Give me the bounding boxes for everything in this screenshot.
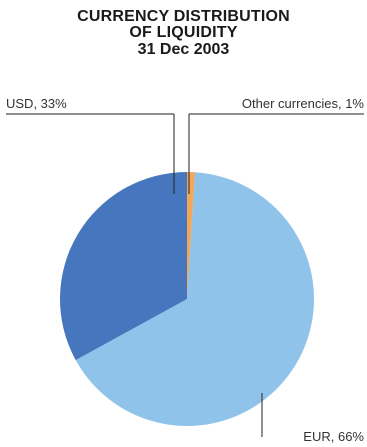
pie-slice-usd (60, 172, 187, 361)
pie-slices (60, 172, 315, 426)
chart-title-block: CURRENCY DISTRIBUTION OF LIQUIDITY 31 De… (0, 8, 367, 59)
chart-title-line-1: CURRENCY DISTRIBUTION (77, 8, 290, 25)
usd-label: USD, 33% (6, 96, 67, 111)
chart-title-line-2: OF LIQUIDITY (129, 24, 238, 41)
other-currencies-label: Other currencies, 1% (242, 96, 365, 111)
eur-label: EUR, 66% (303, 429, 364, 444)
pie-slice-eur (75, 172, 315, 426)
chart-subtitle: 31 Dec 2003 (137, 41, 230, 58)
pie-slice-other-currencies (187, 172, 195, 299)
